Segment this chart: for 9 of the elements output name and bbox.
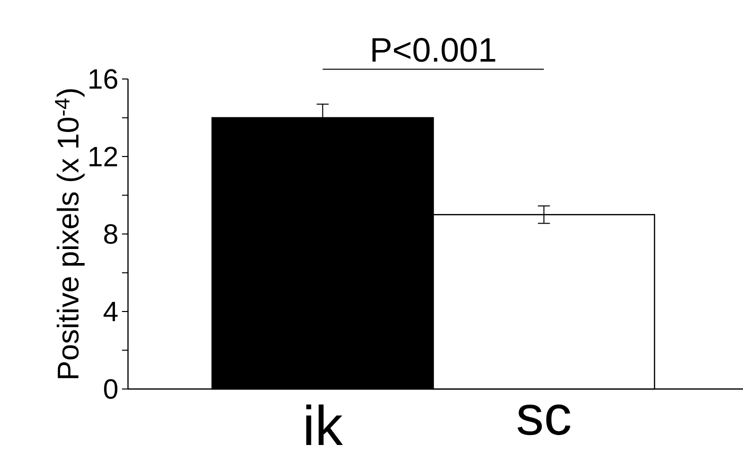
y-tick-label: 4 xyxy=(104,302,118,322)
x-tick-label: sc xyxy=(518,404,570,436)
text: P<0.001 xyxy=(372,38,496,62)
x-tick-label: ik xyxy=(306,404,343,445)
y-tick-label: 0 xyxy=(104,379,118,399)
y-tick-label: 16 xyxy=(90,69,118,89)
y-tick-label: 12 xyxy=(90,146,118,166)
y-tick-label: 8 xyxy=(104,224,118,244)
y-axis-title: Positive pixels (x 10$^{-4}$) xyxy=(55,89,85,378)
